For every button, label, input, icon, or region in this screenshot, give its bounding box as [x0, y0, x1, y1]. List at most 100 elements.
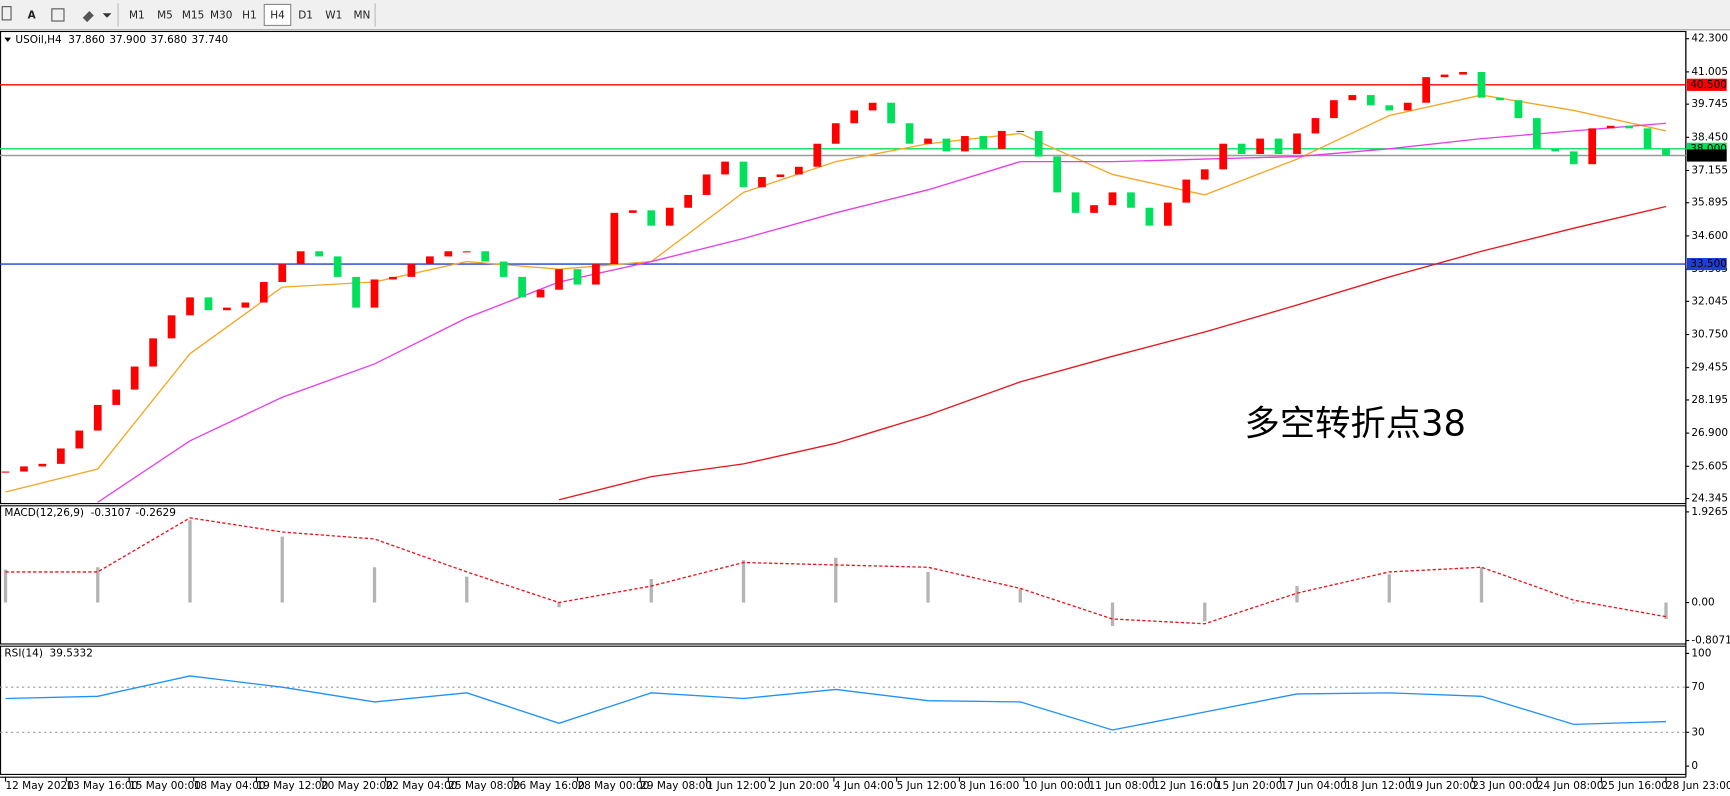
shapes-icon[interactable] [82, 11, 94, 23]
y-tick-label: 41.005 [1691, 66, 1728, 78]
y-tick-label: 0 [1691, 760, 1698, 772]
candle [1200, 169, 1209, 180]
macd-bar [1479, 567, 1484, 603]
y-tick-label: 38.450 [1691, 131, 1728, 143]
y-tick-label: 24.345 [1691, 493, 1728, 505]
candle [813, 143, 822, 167]
x-tick-label: 20 May 20:00 [321, 780, 393, 792]
candle [905, 123, 914, 144]
y-tick-label: 28.195 [1691, 394, 1728, 406]
candle [887, 102, 895, 124]
macd-bar [1295, 586, 1299, 603]
candle [93, 404, 102, 431]
text-label-icon[interactable] [51, 8, 65, 22]
macd-bar [1387, 574, 1391, 603]
candle [1662, 148, 1670, 156]
period-button[interactable]: M30 [210, 9, 232, 21]
candle [942, 138, 951, 152]
y-tick-label: 39.745 [1691, 98, 1728, 110]
candle [1403, 102, 1412, 111]
macd-bar [649, 579, 653, 603]
text-tool[interactable]: A [28, 9, 37, 21]
period-button[interactable]: M5 [157, 9, 173, 21]
candle [296, 251, 305, 265]
candle [1274, 138, 1283, 154]
period-button[interactable]: M1 [129, 9, 145, 21]
period-buttons: M1 M5 M15 M30 H1 H4 D1 W1 MN [129, 3, 376, 27]
macd-bar [96, 567, 100, 603]
header-value: 37.740 [192, 34, 229, 46]
macd-bar [926, 571, 930, 603]
moving-average [558, 205, 1667, 501]
signal-line [5, 517, 1667, 625]
level-label-box [1686, 149, 1727, 162]
candle [628, 210, 637, 213]
candle [758, 177, 766, 188]
period-button[interactable]: H4 [270, 9, 285, 21]
header-value: 39.5332 [50, 647, 93, 659]
macd-bar [1018, 588, 1022, 603]
candle [1477, 72, 1486, 98]
candle [1182, 179, 1191, 203]
y-tick-label: 0.00 [1691, 597, 1714, 609]
candle [75, 430, 84, 449]
header-value: -0.2629 [135, 507, 175, 519]
candle [1330, 100, 1338, 119]
macd-bar [188, 520, 192, 603]
macd-bar [3, 569, 8, 603]
x-tick-label: 28 Jun 23:00 [1666, 780, 1730, 792]
candle [1496, 97, 1504, 101]
crosshair-icon[interactable] [1, 6, 12, 21]
candle [592, 264, 600, 285]
period-button[interactable]: W1 [325, 9, 342, 21]
level-label: 37.740 [1690, 149, 1727, 161]
candle [333, 256, 342, 277]
level-label-box [1686, 258, 1727, 271]
candle [1422, 77, 1431, 103]
macd-bar [1110, 602, 1115, 627]
candle [850, 110, 859, 124]
x-tick-label: 13 May 16:00 [66, 780, 138, 792]
x-tick-label: 12 May 2020 [6, 780, 74, 792]
candle [315, 251, 324, 257]
dropdown-arrow[interactable] [102, 13, 112, 18]
period-button[interactable]: H1 [242, 9, 257, 21]
drawing-tools: A [1, 3, 119, 27]
macd-bar [834, 557, 838, 603]
y-tick-label: 26.900 [1691, 427, 1728, 439]
candle [1145, 207, 1154, 226]
candle [167, 315, 176, 339]
x-tick-label: 15 May 00:00 [129, 780, 201, 792]
y-tick-label: 34.600 [1691, 230, 1728, 242]
candle [1569, 151, 1578, 165]
level-label-box [1686, 78, 1727, 91]
x-tick-label: 19 May 12:00 [256, 780, 328, 792]
macd-bar [1572, 602, 1576, 604]
candle [1237, 143, 1246, 154]
indicator-title: MACD(12,26,9) [4, 507, 84, 519]
candle [573, 269, 582, 285]
header-value: 37.680 [150, 34, 187, 46]
period-button[interactable]: M15 [182, 9, 204, 21]
candle [1311, 118, 1320, 134]
candle [1366, 95, 1375, 106]
x-tick-label: 25 May 08:00 [448, 780, 520, 792]
x-tick-label: 17 Jun 04:00 [1280, 780, 1347, 792]
y-tick-label: 25.605 [1691, 460, 1728, 472]
header-value: 37.860 [68, 34, 105, 46]
candle [223, 307, 231, 311]
y-tick-label: 37.155 [1691, 164, 1728, 176]
candle [536, 289, 545, 298]
candle [499, 261, 508, 277]
period-button[interactable]: D1 [298, 9, 313, 21]
candle [1514, 100, 1523, 119]
candle [20, 466, 28, 472]
x-tick-label: 25 Jun 16:00 [1601, 780, 1668, 792]
period-button[interactable]: MN [353, 9, 370, 21]
candle [204, 297, 213, 311]
macd-bar [280, 536, 284, 603]
moving-average [97, 122, 1667, 503]
x-tick-label: 2 Jun 20:00 [769, 780, 829, 792]
level-label: 40.500 [1690, 79, 1727, 91]
candle [997, 130, 1006, 149]
